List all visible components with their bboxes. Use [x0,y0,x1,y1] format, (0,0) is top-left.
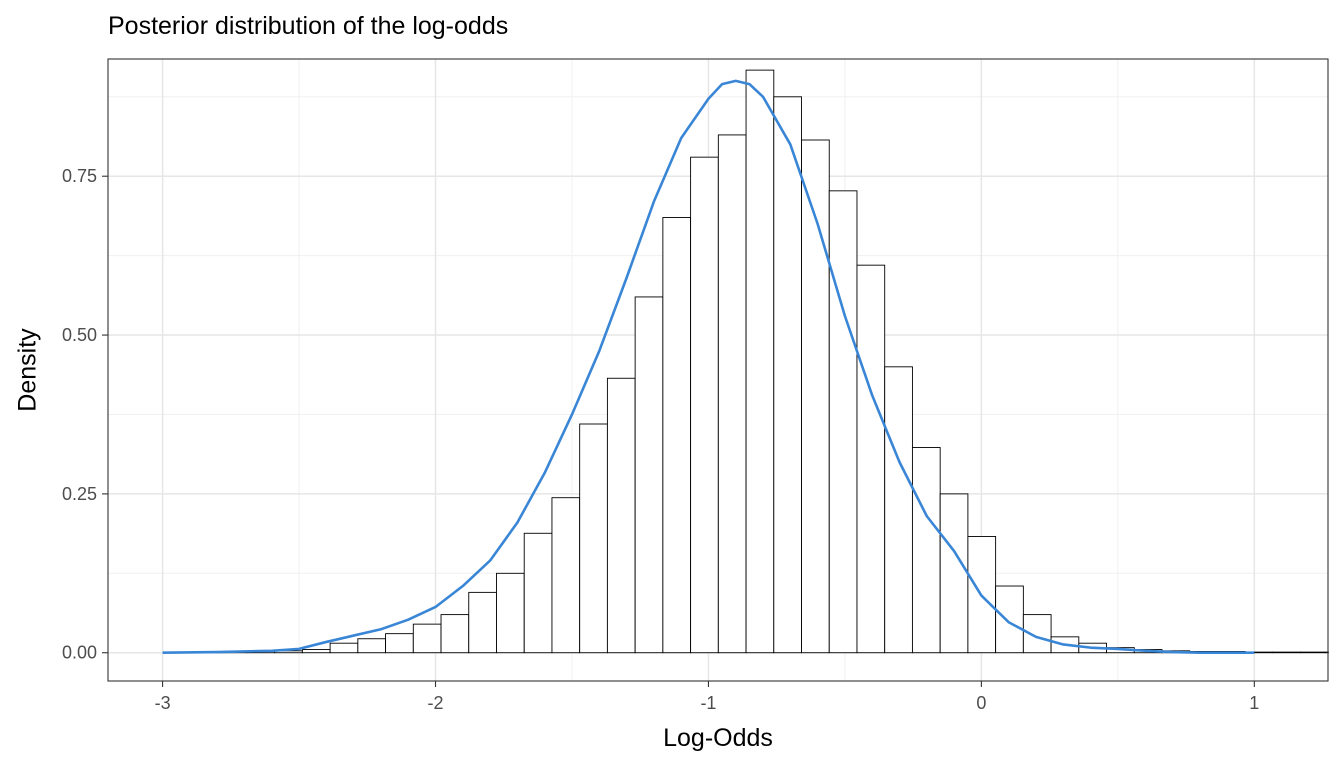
histogram-bar [885,367,913,653]
histogram-bar [1273,652,1301,653]
x-tick-label: 1 [1249,693,1259,713]
x-axis-ticks: -3 -2 -1 0 1 [155,681,1260,713]
histogram-bar [912,448,940,653]
histogram-bar [774,97,802,653]
histogram-bar [496,573,524,652]
histogram-bar [746,70,774,653]
histogram-bar [469,592,497,652]
y-tick-label: 0.00 [62,643,97,663]
histogram-bar [1301,652,1329,653]
x-tick-label: -3 [155,693,171,713]
histogram-bar [552,498,580,653]
histogram-bar [580,424,608,653]
histogram-bar [663,218,691,653]
histogram-bar [441,615,469,653]
y-tick-label: 0.25 [62,484,97,504]
y-tick-label: 0.50 [62,325,97,345]
histogram-bars [164,70,1329,653]
histogram-bar [524,533,552,652]
histogram-bar [829,191,857,653]
y-tick-label: 0.75 [62,166,97,186]
histogram-bar [607,378,635,652]
histogram-bar [857,265,885,653]
histogram-bar [996,586,1024,653]
histogram-bar [718,135,746,653]
histogram-bar [358,639,386,653]
histogram-bar [413,624,441,653]
y-axis-ticks: 0.00 0.25 0.50 0.75 [62,166,108,663]
histogram-bar [691,157,719,653]
x-tick-label: -2 [428,693,444,713]
x-tick-label: -1 [700,693,716,713]
histogram-bar [386,634,414,653]
histogram-bar [302,650,330,653]
histogram-bar [635,297,663,653]
x-tick-label: 0 [976,693,986,713]
histogram-bar [940,494,968,653]
histogram-bar [330,643,358,653]
